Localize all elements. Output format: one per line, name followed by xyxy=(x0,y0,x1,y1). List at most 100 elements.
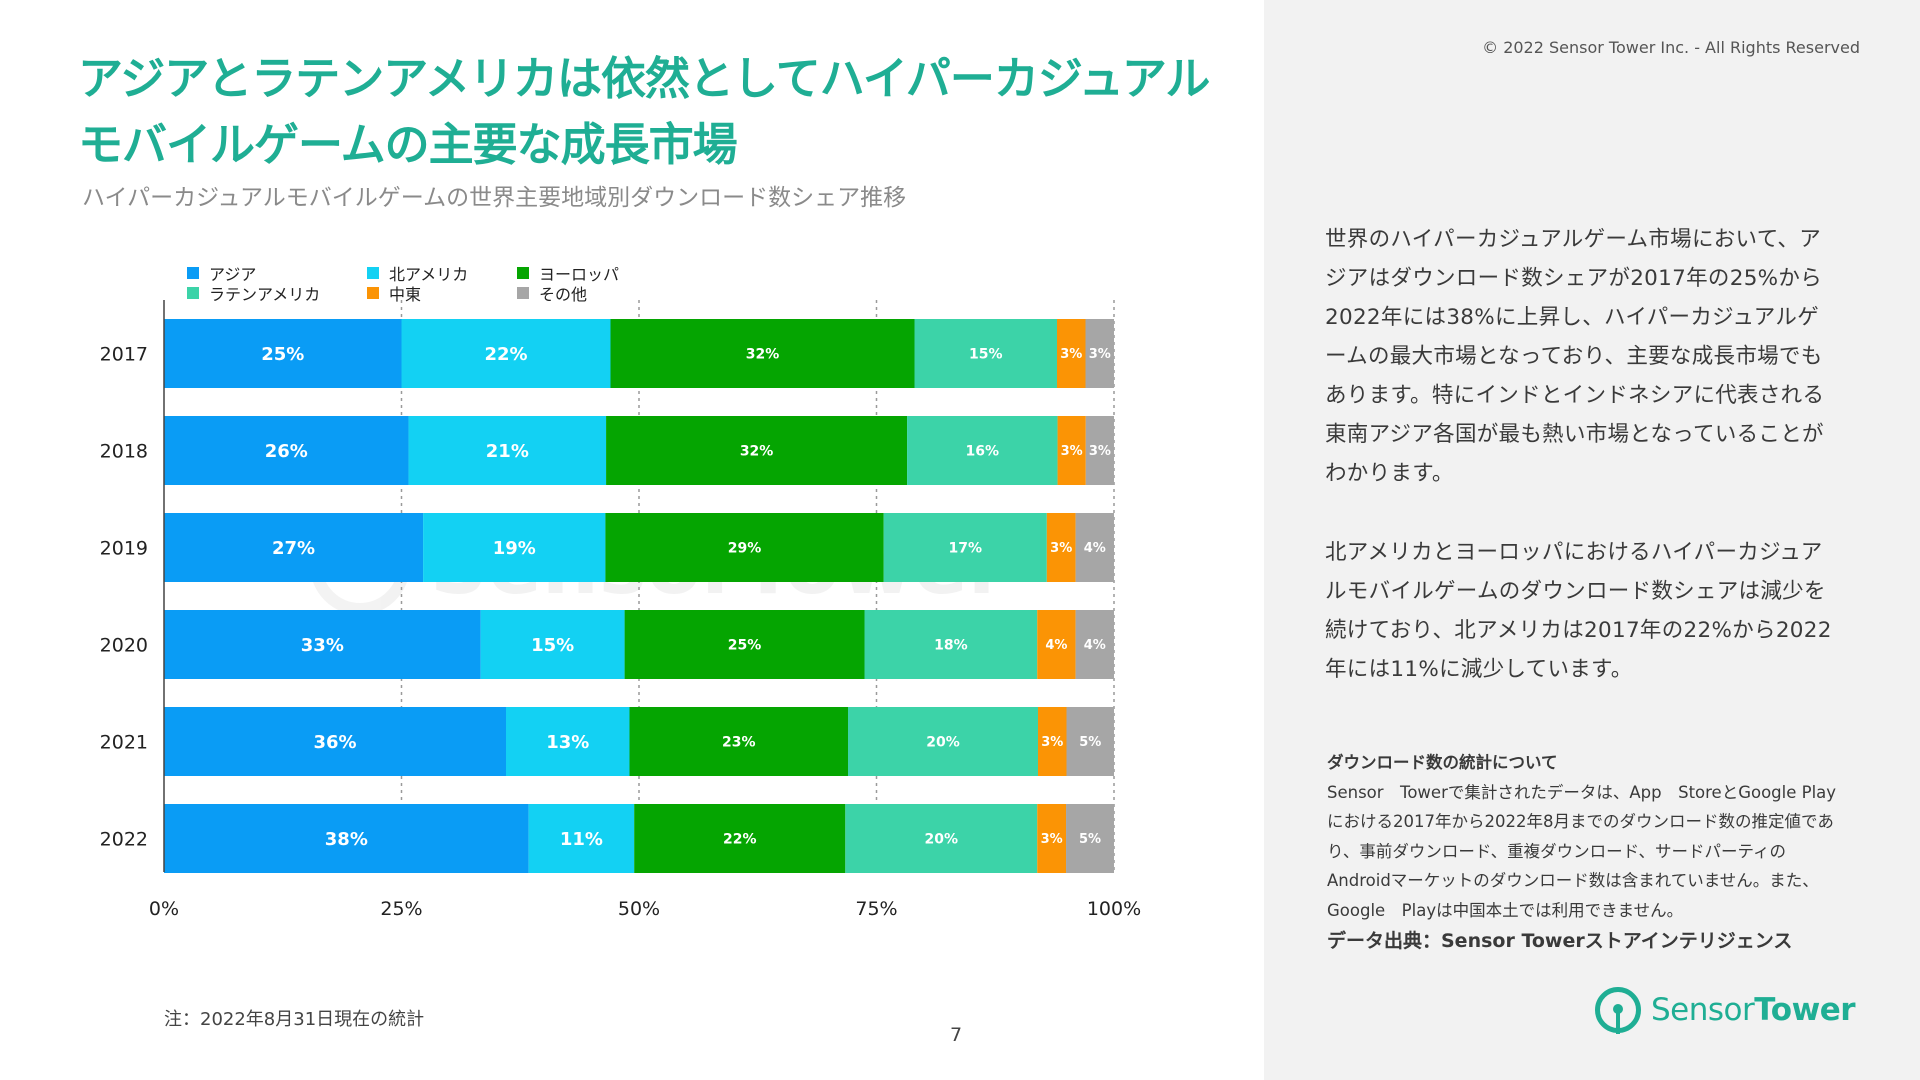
copyright: © 2022 Sensor Tower Inc. - All Rights Re… xyxy=(1482,38,1860,57)
x-tick-label-4: 100% xyxy=(1087,898,1141,920)
data-label-2022-series-4: 3% xyxy=(1041,832,1063,847)
x-tick-label-2: 50% xyxy=(618,898,660,920)
data-label-2019-series-5: 4% xyxy=(1084,541,1106,556)
chart-subtitle: ハイパーカジュアルモバイルゲームの世界主要地域別ダウンロード数シェア推移 xyxy=(82,185,907,211)
chart-legend: アジア 北アメリカ ヨーロッパ ラテンアメリカ 中東 その他 xyxy=(187,263,747,304)
bar-2017-series-4 xyxy=(1057,319,1086,388)
x-tick-label-0: 0% xyxy=(149,898,179,920)
data-label-2018-series-2: 32% xyxy=(740,444,774,460)
bar-2020-series-4 xyxy=(1037,610,1076,679)
legend-item-middle-east: 中東 xyxy=(367,283,517,304)
bar-2020-series-5 xyxy=(1075,610,1114,679)
legend-label-asia: アジア xyxy=(209,264,257,284)
data-label-2021-series-1: 13% xyxy=(546,732,589,753)
about-text: Sensor Towerで集計されたデータは、App StoreとGoogle … xyxy=(1327,782,1837,920)
category-label-2019: 2019 xyxy=(100,538,148,560)
data-label-2018-series-5: 3% xyxy=(1089,444,1111,459)
data-label-2020-series-0: 33% xyxy=(301,635,344,656)
data-label-2020-series-3: 18% xyxy=(934,638,968,654)
data-label-2017-series-4: 3% xyxy=(1060,347,1082,362)
about-section: ダウンロード数の統計について Sensor Towerで集計されたデータは、Ap… xyxy=(1327,748,1837,957)
bar-2020-series-2 xyxy=(624,610,865,679)
data-label-2018-series-3: 16% xyxy=(966,444,1000,460)
legend-swatch-north-america xyxy=(367,266,379,279)
bar-2020-series-1 xyxy=(480,610,625,679)
data-label-2019-series-0: 27% xyxy=(272,538,315,559)
legend-item-europe: ヨーロッパ xyxy=(517,263,717,284)
bar-2022-series-2 xyxy=(634,804,846,873)
bar-2018-series-0 xyxy=(164,416,409,485)
data-label-2019-series-1: 19% xyxy=(493,538,536,559)
bar-2018-series-5 xyxy=(1085,416,1114,485)
bar-2019-series-5 xyxy=(1075,513,1114,582)
data-label-2022-series-3: 20% xyxy=(925,832,959,848)
legend-swatch-latin-america xyxy=(187,286,199,299)
data-label-2021-series-5: 5% xyxy=(1079,735,1101,750)
legend-swatch-asia xyxy=(187,266,199,279)
bar-2019-series-2 xyxy=(605,513,884,582)
data-label-2019-series-3: 17% xyxy=(949,541,983,557)
data-label-2017-series-2: 32% xyxy=(746,347,780,363)
logo-text: SensorTower xyxy=(1651,992,1856,1028)
data-label-2020-series-1: 15% xyxy=(531,635,574,656)
bar-2018-series-3 xyxy=(907,416,1058,485)
bar-2021-series-5 xyxy=(1066,707,1114,776)
bar-2022-series-0 xyxy=(164,804,529,873)
bar-2019-series-4 xyxy=(1046,513,1076,582)
data-label-2019-series-4: 3% xyxy=(1050,541,1072,556)
category-label-2017: 2017 xyxy=(100,344,148,366)
bar-2022-series-5 xyxy=(1066,804,1114,873)
bar-2021-series-1 xyxy=(506,707,630,776)
legend-item-latin-america: ラテンアメリカ xyxy=(187,283,367,304)
data-label-2018-series-1: 21% xyxy=(486,441,529,462)
x-tick-label-1: 25% xyxy=(380,898,422,920)
data-label-2017-series-0: 25% xyxy=(261,344,304,365)
logo-text-tower: Tower xyxy=(1754,992,1856,1028)
bar-2021-series-4 xyxy=(1038,707,1067,776)
data-label-2022-series-2: 22% xyxy=(723,832,757,848)
legend-swatch-other xyxy=(517,286,529,299)
stacked-bar-chart: 25% 22% 32% 15% 3% 3% 2017 26% 21% 32% 16% 3% 3% 2018… xyxy=(100,300,1141,920)
sensor-tower-logo: SensorTower xyxy=(1595,985,1856,1035)
data-label-2022-series-5: 5% xyxy=(1079,832,1101,847)
bar-2019-series-0 xyxy=(164,513,424,582)
bar-2018-series-2 xyxy=(606,416,908,485)
legend-label-other: その他 xyxy=(539,284,588,304)
body-paragraph-1: 世界のハイパーカジュアルゲーム市場において、アジアはダウンロード数シェアが201… xyxy=(1325,227,1825,486)
bar-2021-series-2 xyxy=(629,707,848,776)
data-label-2018-series-4: 3% xyxy=(1061,444,1083,459)
footnote: 注：2022年8月31日現在の統計 xyxy=(164,1009,425,1030)
bar-2017-series-5 xyxy=(1085,319,1114,388)
bar-2022-series-4 xyxy=(1037,804,1067,873)
right-panel xyxy=(1264,0,1920,1080)
legend-label-north-america: 北アメリカ xyxy=(389,264,469,284)
bar-2021-series-0 xyxy=(164,707,506,776)
data-label-2020-series-5: 4% xyxy=(1084,638,1106,653)
bar-2022-series-1 xyxy=(528,804,635,873)
data-label-2021-series-0: 36% xyxy=(313,732,356,753)
legend-label-middle-east: 中東 xyxy=(389,284,422,304)
bar-2019-series-1 xyxy=(423,513,606,582)
sensor-tower-logo-icon xyxy=(1595,987,1641,1034)
data-label-2017-series-3: 15% xyxy=(969,347,1003,363)
body-paragraph-2: 北アメリカとヨーロッパにおけるハイパーカジュアルモバイルゲームのダウンロード数シ… xyxy=(1325,540,1832,682)
legend-label-latin-america: ラテンアメリカ xyxy=(209,284,321,304)
data-label-2020-series-2: 25% xyxy=(728,638,762,654)
data-label-2019-series-2: 29% xyxy=(728,541,762,557)
data-label-2021-series-3: 20% xyxy=(926,735,960,751)
data-source: データ出典：Sensor Towerストアインテリジェンス xyxy=(1327,930,1793,952)
bar-2020-series-3 xyxy=(864,610,1038,679)
data-label-2022-series-0: 38% xyxy=(325,829,368,850)
data-label-2021-series-2: 23% xyxy=(722,735,756,751)
legend-swatch-middle-east xyxy=(367,286,379,299)
data-label-2021-series-4: 3% xyxy=(1041,735,1063,750)
legend-swatch-europe xyxy=(517,266,529,279)
data-label-2018-series-0: 26% xyxy=(265,441,308,462)
legend-item-other: その他 xyxy=(517,283,717,304)
page-title: アジアとラテンアメリカは依然としてハイパーカジュアル モバイルゲームの主要な成長… xyxy=(78,46,1258,178)
page-number: 7 xyxy=(950,1024,963,1046)
bar-2018-series-4 xyxy=(1057,416,1086,485)
bar-2017-series-1 xyxy=(401,319,611,388)
legend-item-asia: アジア xyxy=(187,263,367,284)
bar-2017-series-0 xyxy=(164,319,402,388)
